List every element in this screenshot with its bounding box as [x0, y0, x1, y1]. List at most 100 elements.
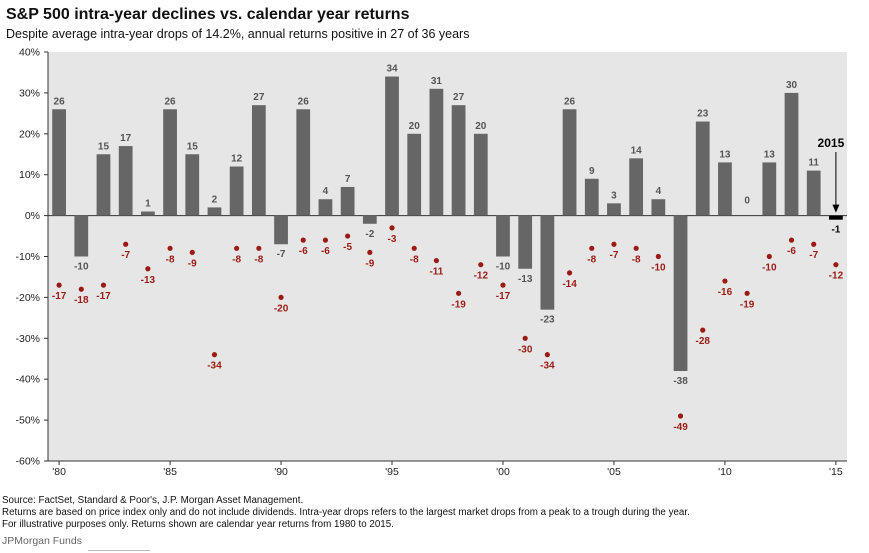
decline-label: -17	[96, 291, 111, 302]
decline-dot	[300, 237, 306, 243]
x-tick-label: '95	[385, 466, 399, 478]
return-label: 26	[298, 96, 310, 107]
y-tick-label: 40%	[19, 47, 40, 59]
return-label: 17	[120, 133, 132, 144]
decline-dot	[500, 282, 506, 288]
return-bar	[562, 109, 577, 216]
decline-label: -8	[632, 254, 641, 265]
x-tick-label: '00	[496, 466, 510, 478]
return-bar	[829, 215, 843, 220]
return-bar	[407, 133, 422, 216]
return-bar	[251, 105, 266, 216]
decline-label: -8	[587, 254, 596, 265]
y-tick-label: 0%	[25, 210, 40, 222]
y-tick-label: -50%	[15, 415, 40, 427]
decline-label: -9	[365, 258, 374, 269]
x-axis: '80 '85 '90 '95 '00 '05 '10 '15	[48, 215, 847, 478]
return-bar	[540, 215, 555, 310]
decline-label: -20	[274, 303, 289, 314]
y-tick-label: -60%	[15, 456, 40, 468]
decline-dot	[145, 266, 151, 272]
x-tick-label: '10	[718, 466, 732, 478]
return-bar	[784, 92, 799, 216]
return-label: 15	[187, 141, 199, 152]
decline-label: -8	[254, 254, 263, 265]
return-bar	[52, 109, 66, 216]
return-bar	[296, 109, 311, 216]
return-label: -23	[540, 315, 555, 326]
decline-label: -8	[166, 254, 175, 265]
return-label: 14	[631, 145, 643, 156]
return-label: -10	[74, 262, 89, 273]
decline-label: -30	[518, 344, 533, 355]
y-axis: 40% 30% 20% 10% 0% -10% -20% -30% -40% -50% -60%	[15, 47, 49, 468]
decline-label: -6	[787, 246, 796, 257]
return-bar	[695, 121, 710, 216]
decline-label: -16	[718, 287, 733, 298]
return-bar	[518, 215, 533, 269]
return-label: 7	[345, 174, 351, 185]
return-label: 3	[611, 190, 617, 201]
return-bar	[185, 154, 200, 216]
source-note: Source: FactSet, Standard & Poor's, J.P.…	[2, 495, 304, 506]
return-label: 15	[98, 141, 110, 152]
y-tick-label: -30%	[15, 333, 40, 345]
return-label: 2	[212, 194, 218, 205]
bar-series: 26-1015171261521227-72647-23420312720-10…	[52, 64, 843, 387]
return-bar	[318, 199, 333, 216]
decline-dot	[633, 245, 639, 251]
y-tick-label: -40%	[15, 374, 40, 386]
return-bar	[584, 178, 599, 216]
return-label: -13	[518, 274, 533, 285]
x-tick-label: '80	[52, 466, 66, 478]
decline-dot	[78, 286, 84, 292]
return-label: 27	[253, 92, 265, 103]
decline-dot	[700, 327, 706, 333]
return-label: 13	[719, 149, 731, 160]
return-label: 11	[808, 158, 819, 169]
decline-dot	[189, 249, 195, 256]
decline-label: -10	[651, 263, 666, 274]
decline-dot	[744, 290, 750, 296]
annotation: 2015	[818, 136, 845, 213]
decline-label: -17	[52, 291, 67, 302]
decline-dot	[234, 245, 240, 251]
return-bar	[607, 203, 621, 216]
decline-dot	[766, 253, 772, 260]
decline-label: -7	[809, 250, 818, 261]
decline-dot	[478, 262, 484, 268]
decline-dot	[433, 257, 440, 264]
x-tick-label: '15	[829, 466, 843, 478]
decline-dot	[411, 245, 417, 251]
brand-label: JPMorgan Funds	[2, 535, 82, 547]
return-label: -2	[365, 229, 374, 240]
return-bar	[96, 154, 111, 216]
return-bar	[673, 215, 688, 372]
decline-label: -11	[429, 267, 443, 278]
decline-label: -14	[562, 279, 577, 290]
return-label: 23	[697, 109, 709, 120]
x-tick-label: '05	[607, 466, 621, 478]
chart-subtitle: Despite average intra-year drops of 14.2…	[6, 27, 470, 41]
decline-label: -34	[540, 361, 555, 372]
return-bar	[806, 170, 821, 216]
decline-dot	[544, 352, 550, 358]
decline-dot	[123, 241, 129, 247]
return-bar	[762, 162, 777, 216]
return-label: 20	[475, 121, 487, 132]
return-bar	[362, 215, 377, 224]
decline-label: -28	[696, 336, 711, 347]
return-bar	[274, 215, 288, 245]
return-bar	[429, 88, 444, 216]
return-bar	[140, 211, 155, 216]
decline-dot	[655, 253, 661, 260]
chart-svg: 40% 30% 20% 10% 0% -10% -20% -30% -40% -50% -60% '…	[15, 47, 847, 478]
y-tick-label: -10%	[15, 251, 40, 263]
decline-dot	[367, 249, 373, 256]
decline-dot	[677, 413, 684, 419]
decline-dot	[811, 241, 817, 247]
return-bar	[229, 166, 244, 216]
decline-dot	[211, 352, 218, 358]
return-label: 31	[431, 76, 443, 87]
decline-label: -12	[829, 271, 844, 282]
